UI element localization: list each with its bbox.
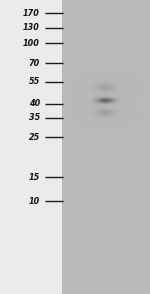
Text: 10: 10 (29, 196, 40, 206)
Text: 55: 55 (29, 78, 40, 86)
Text: 100: 100 (23, 39, 40, 48)
Text: 170: 170 (23, 9, 40, 18)
Text: 70: 70 (29, 59, 40, 68)
Text: 25: 25 (29, 133, 40, 141)
Text: 35: 35 (29, 113, 40, 123)
Text: 15: 15 (29, 173, 40, 181)
Text: 130: 130 (23, 24, 40, 33)
Text: 40: 40 (29, 99, 40, 108)
